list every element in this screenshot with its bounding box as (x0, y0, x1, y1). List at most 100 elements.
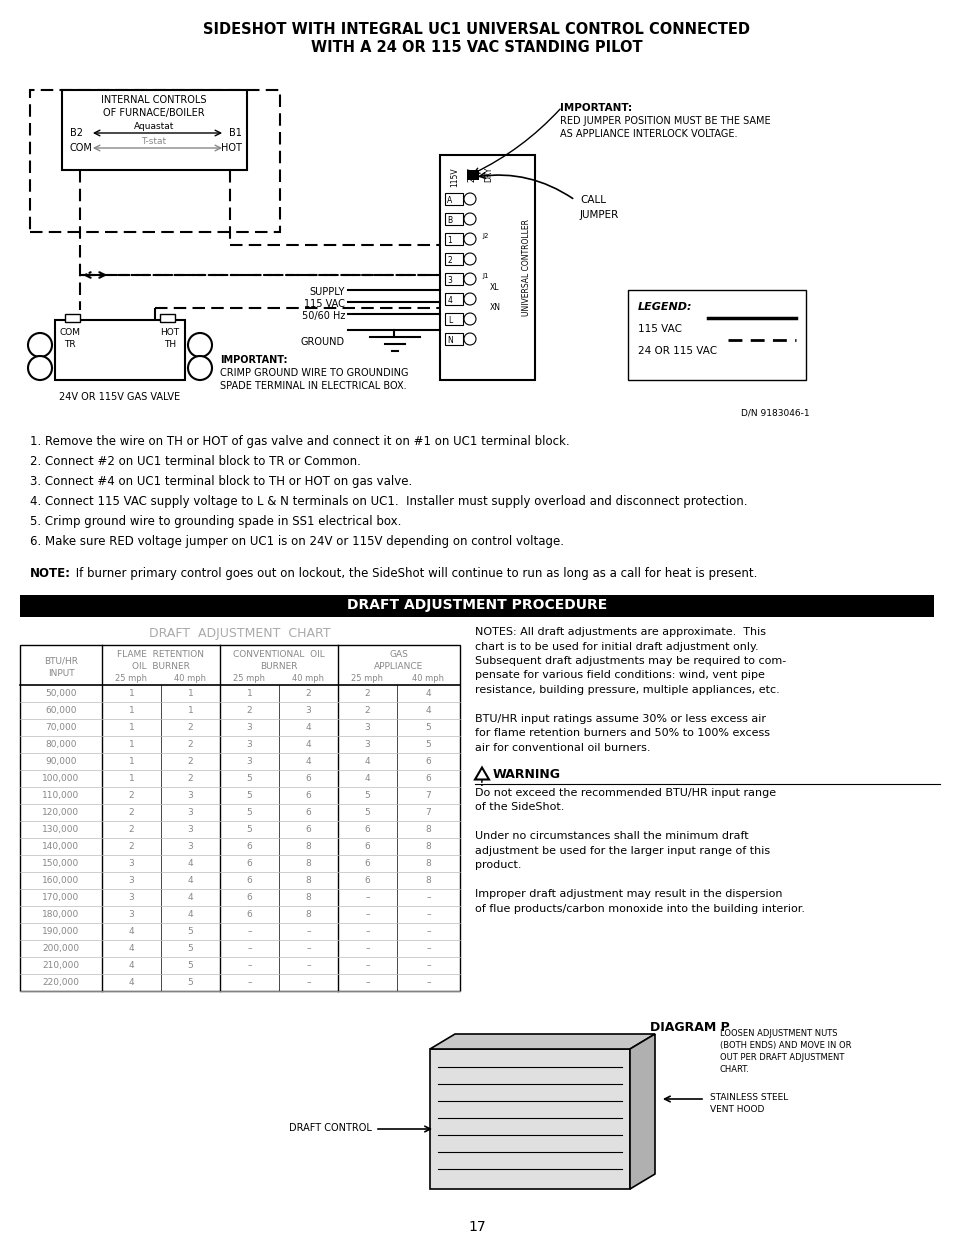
Text: STAINLESS STEEL: STAINLESS STEEL (709, 1093, 787, 1102)
Text: 5: 5 (425, 740, 431, 748)
Text: 8: 8 (425, 825, 431, 834)
Text: 2: 2 (447, 256, 452, 266)
Bar (444, 212, 462, 225)
Text: JUMPER: JUMPER (579, 210, 618, 220)
Text: !: ! (479, 778, 483, 788)
Text: adjustment be used for the larger input range of this: adjustment be used for the larger input … (475, 846, 769, 856)
Text: 8: 8 (425, 842, 431, 851)
Text: 3. Connect #4 on UC1 terminal block to TH or HOT on gas valve.: 3. Connect #4 on UC1 terminal block to T… (30, 475, 412, 488)
Text: APPLIANCE: APPLIANCE (374, 662, 423, 671)
Text: 110,000: 110,000 (42, 790, 79, 800)
Text: 3: 3 (447, 275, 452, 285)
Text: 6. Make sure RED voltage jumper on UC1 is on 24V or 115V depending on control vo: 6. Make sure RED voltage jumper on UC1 i… (30, 535, 563, 548)
Text: –: – (247, 927, 252, 936)
Text: 2: 2 (188, 722, 193, 732)
Text: OF FURNACE/BOILER: OF FURNACE/BOILER (103, 107, 205, 119)
Text: Under no circumstances shall the minimum draft: Under no circumstances shall the minimum… (475, 831, 748, 841)
Text: air for conventional oil burners.: air for conventional oil burners. (475, 743, 650, 753)
Text: SUPPLY: SUPPLY (310, 287, 345, 296)
Circle shape (463, 193, 476, 205)
Text: B1: B1 (229, 128, 242, 138)
Text: 1: 1 (129, 757, 134, 766)
Text: 5. Crimp ground wire to grounding spade in SS1 electrical box.: 5. Crimp ground wire to grounding spade … (30, 515, 401, 529)
Bar (467, 170, 478, 180)
Text: –: – (306, 961, 311, 969)
Text: CALL: CALL (579, 195, 605, 205)
Text: 6: 6 (364, 876, 370, 885)
Text: 2: 2 (129, 825, 134, 834)
Text: resistance, building pressure, multiple appliances, etc.: resistance, building pressure, multiple … (475, 685, 779, 695)
Text: 4: 4 (188, 910, 193, 919)
Text: CRIMP GROUND WIRE TO GROUNDING: CRIMP GROUND WIRE TO GROUNDING (220, 368, 408, 378)
Text: –: – (365, 927, 370, 936)
Text: 120,000: 120,000 (42, 808, 79, 818)
Text: 25 mph: 25 mph (233, 674, 265, 683)
Text: 6: 6 (364, 825, 370, 834)
Text: 3: 3 (188, 790, 193, 800)
Text: 3: 3 (129, 893, 134, 902)
Bar (627, 290, 805, 380)
Text: 3: 3 (129, 910, 134, 919)
Text: 4: 4 (129, 961, 134, 969)
Text: 4: 4 (129, 944, 134, 953)
Text: GROUND: GROUND (300, 337, 345, 347)
Text: 2: 2 (188, 757, 193, 766)
Text: 2: 2 (247, 706, 252, 715)
Text: 24V OR 115V GAS VALVE: 24V OR 115V GAS VALVE (59, 391, 180, 403)
Text: 2: 2 (364, 706, 370, 715)
Polygon shape (629, 1034, 655, 1189)
Text: 3: 3 (129, 860, 134, 868)
Text: –: – (247, 961, 252, 969)
Text: 8: 8 (305, 860, 311, 868)
Text: 25 mph: 25 mph (351, 674, 383, 683)
Text: 4: 4 (188, 860, 193, 868)
Text: 4: 4 (305, 722, 311, 732)
Text: 40 mph: 40 mph (412, 674, 444, 683)
Text: OIL  BURNER: OIL BURNER (132, 662, 190, 671)
Text: BURNER: BURNER (260, 662, 297, 671)
Text: 3: 3 (129, 876, 134, 885)
Text: 40 mph: 40 mph (174, 674, 206, 683)
Text: 60,000: 60,000 (45, 706, 76, 715)
Text: –: – (306, 944, 311, 953)
Bar (55, 320, 185, 380)
Text: IMPORTANT:: IMPORTANT: (220, 354, 287, 366)
Text: Subsequent draft adjustments may be required to com-: Subsequent draft adjustments may be requ… (475, 656, 785, 666)
Text: TR: TR (64, 340, 75, 350)
Text: OUT PER DRAFT ADJUSTMENT: OUT PER DRAFT ADJUSTMENT (720, 1053, 843, 1062)
Text: 115 VAC: 115 VAC (304, 299, 345, 309)
Text: 3: 3 (188, 842, 193, 851)
Text: 6: 6 (247, 910, 253, 919)
Text: 4: 4 (364, 774, 370, 783)
Text: 8: 8 (305, 910, 311, 919)
Text: 130,000: 130,000 (42, 825, 79, 834)
Text: 6: 6 (305, 808, 311, 818)
Text: SPADE TERMINAL IN ELECTRICAL BOX.: SPADE TERMINAL IN ELECTRICAL BOX. (220, 382, 406, 391)
Text: –: – (247, 944, 252, 953)
Bar (430, 1049, 629, 1189)
Text: 40 mph: 40 mph (293, 674, 324, 683)
Text: 5: 5 (364, 790, 370, 800)
Text: 1: 1 (129, 689, 134, 698)
Text: 6: 6 (247, 842, 253, 851)
Text: 115V: 115V (450, 167, 459, 186)
Text: 5: 5 (425, 722, 431, 732)
Text: 6: 6 (364, 860, 370, 868)
Text: 4: 4 (188, 893, 193, 902)
Bar (62, 90, 247, 170)
Text: 1. Remove the wire on TH or HOT of gas valve and connect it on #1 on UC1 termina: 1. Remove the wire on TH or HOT of gas v… (30, 435, 569, 448)
Circle shape (28, 356, 52, 380)
Bar (65, 314, 80, 322)
Text: 4: 4 (305, 740, 311, 748)
Text: 150,000: 150,000 (42, 860, 79, 868)
Text: AS APPLIANCE INTERLOCK VOLTAGE.: AS APPLIANCE INTERLOCK VOLTAGE. (559, 128, 737, 140)
Text: 6: 6 (425, 774, 431, 783)
Bar (439, 156, 535, 380)
Text: 5: 5 (188, 961, 193, 969)
Bar (444, 273, 462, 285)
Text: INPUT: INPUT (48, 669, 74, 678)
Text: 1: 1 (188, 689, 193, 698)
Bar (444, 193, 462, 205)
Text: 6: 6 (247, 860, 253, 868)
Text: WARNING: WARNING (493, 767, 560, 781)
